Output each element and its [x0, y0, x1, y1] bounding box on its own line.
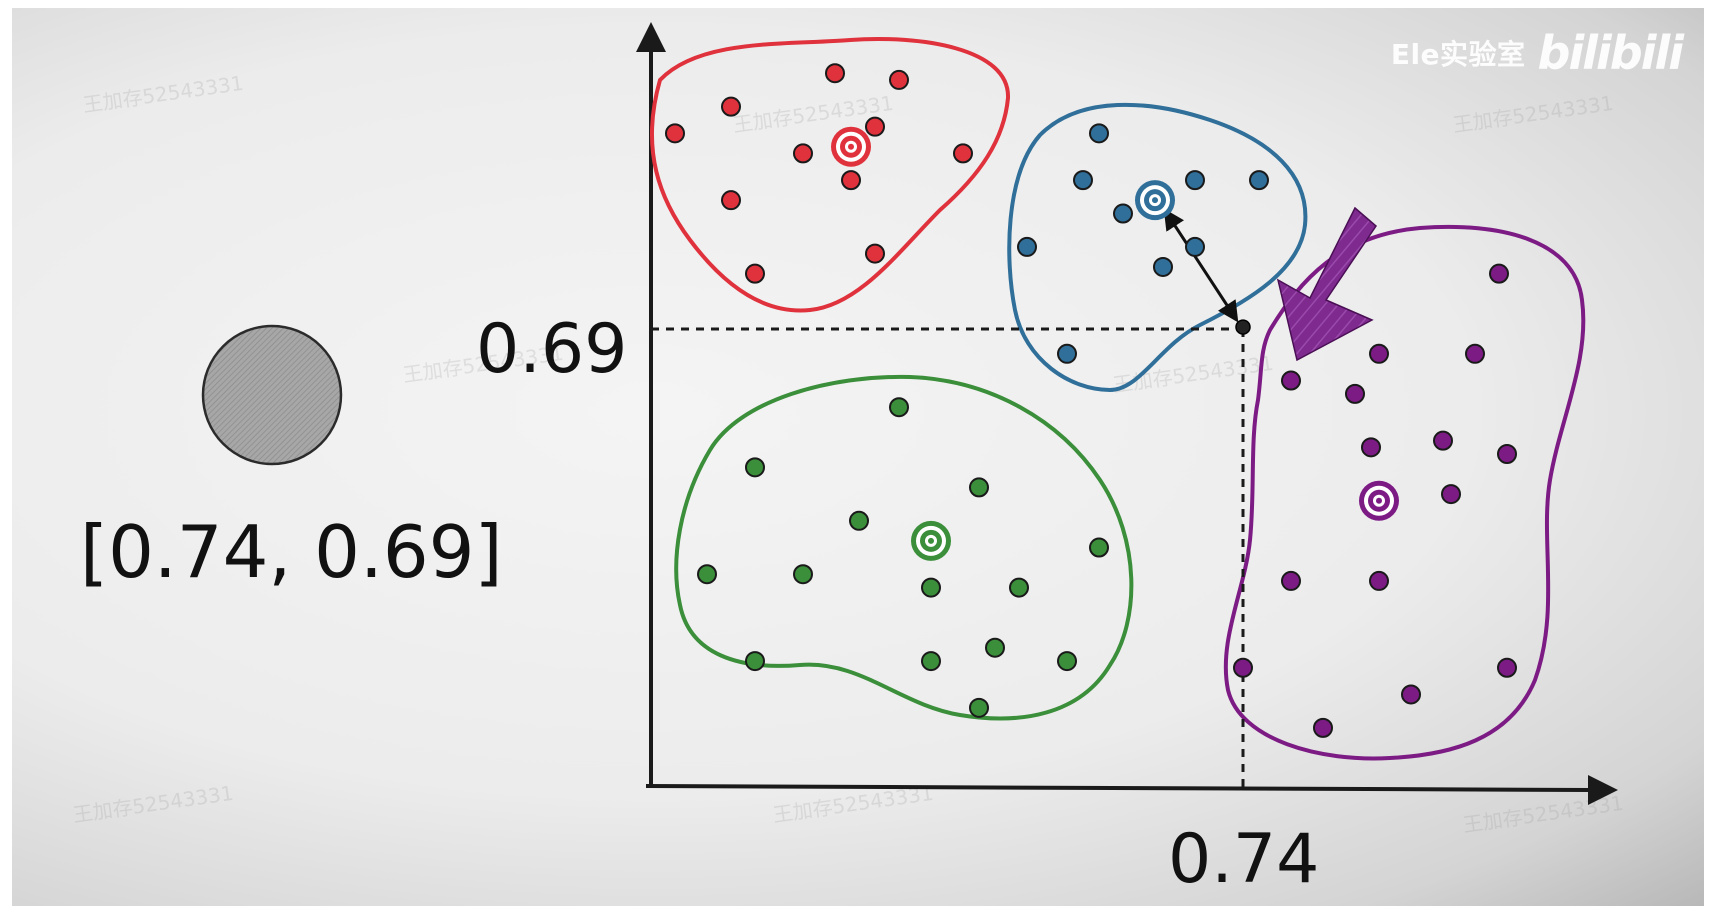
purple-data-point: [1489, 263, 1509, 284]
green-data-point: [889, 397, 909, 418]
green-cluster-boundary: [674, 374, 1134, 721]
blue-data-point: [1017, 236, 1037, 257]
green-data-point: [921, 577, 941, 598]
purple-data-point: [1497, 657, 1517, 678]
red-data-point: [721, 190, 741, 211]
green-data-point: [985, 637, 1005, 658]
green-data-point: [697, 564, 717, 585]
purple-data-point: [1233, 657, 1253, 678]
diagram-frame: 王加存52543331 王加存52543331 王加存52543331 王加存5254…: [12, 8, 1704, 906]
red-data-point: [793, 143, 813, 164]
blue-data-point: [1113, 203, 1133, 224]
blue-data-point: [1153, 256, 1173, 277]
points-layer: [665, 63, 1517, 738]
red-data-point: [665, 123, 685, 144]
purple-data-point: [1345, 383, 1365, 404]
red-data-point: [889, 69, 909, 90]
red-cluster-boundary: [649, 37, 1011, 313]
green-data-point: [1089, 537, 1109, 558]
purple-data-point: [1497, 444, 1517, 464]
y-value-label: 0.69: [476, 310, 628, 389]
green-data-point: [1009, 577, 1029, 598]
red-data-point: [953, 143, 973, 164]
green-data-point: [1057, 651, 1077, 672]
green-data-point: [969, 697, 989, 718]
green-data-point: [921, 651, 941, 672]
purple-data-point: [1433, 430, 1453, 451]
purple-data-point: [1369, 343, 1389, 364]
blue-data-point: [1089, 123, 1109, 144]
centroids-layer: [831, 126, 1399, 561]
x-value-label: 0.74: [1168, 820, 1320, 899]
purple-data-point: [1361, 437, 1381, 458]
assignment-arrow: [1276, 206, 1377, 362]
purple-centroid: [1359, 480, 1399, 521]
red-centroid: [831, 126, 871, 167]
distance-arrow: [1163, 208, 1239, 323]
red-data-point: [865, 116, 885, 137]
purple-data-point: [1401, 684, 1421, 705]
purple-data-point: [1281, 370, 1301, 391]
red-data-point: [865, 243, 885, 264]
green-data-point: [745, 651, 765, 672]
purple-data-point: [1441, 484, 1461, 505]
x-axis: [645, 784, 1591, 792]
purple-data-point: [1281, 570, 1301, 591]
point-vector-label: [0.74, 0.69]: [80, 510, 503, 594]
green-centroid: [911, 520, 951, 561]
blue-data-point: [1185, 170, 1205, 191]
sample-circle: [201, 324, 343, 466]
green-data-point: [745, 457, 765, 478]
query-point: [1235, 319, 1251, 335]
blue-centroid: [1135, 180, 1175, 221]
blue-data-point: [1185, 236, 1205, 257]
green-data-point: [849, 510, 869, 531]
blue-data-point: [1249, 170, 1269, 191]
x-axis-arrowhead: [1588, 775, 1618, 805]
purple-data-point: [1465, 343, 1485, 364]
channel-logo: Ele实验室 bilibili: [1390, 26, 1684, 80]
purple-data-point: [1313, 717, 1333, 738]
cluster-diagram: [201, 22, 1618, 805]
purple-data-point: [1369, 570, 1389, 591]
logo-text: Ele实验室: [1390, 38, 1526, 71]
red-data-point: [841, 170, 861, 191]
red-data-point: [745, 263, 765, 284]
red-data-point: [721, 96, 741, 117]
green-data-point: [969, 477, 989, 498]
green-data-point: [793, 564, 813, 585]
y-axis-arrowhead: [636, 22, 666, 52]
blue-data-point: [1073, 170, 1093, 191]
red-data-point: [825, 63, 845, 84]
purple-cluster-boundary: [1223, 224, 1586, 761]
bilibili-logo: bilibili: [1537, 26, 1684, 80]
blue-cluster-boundary: [1007, 102, 1308, 393]
blue-data-point: [1057, 343, 1077, 364]
